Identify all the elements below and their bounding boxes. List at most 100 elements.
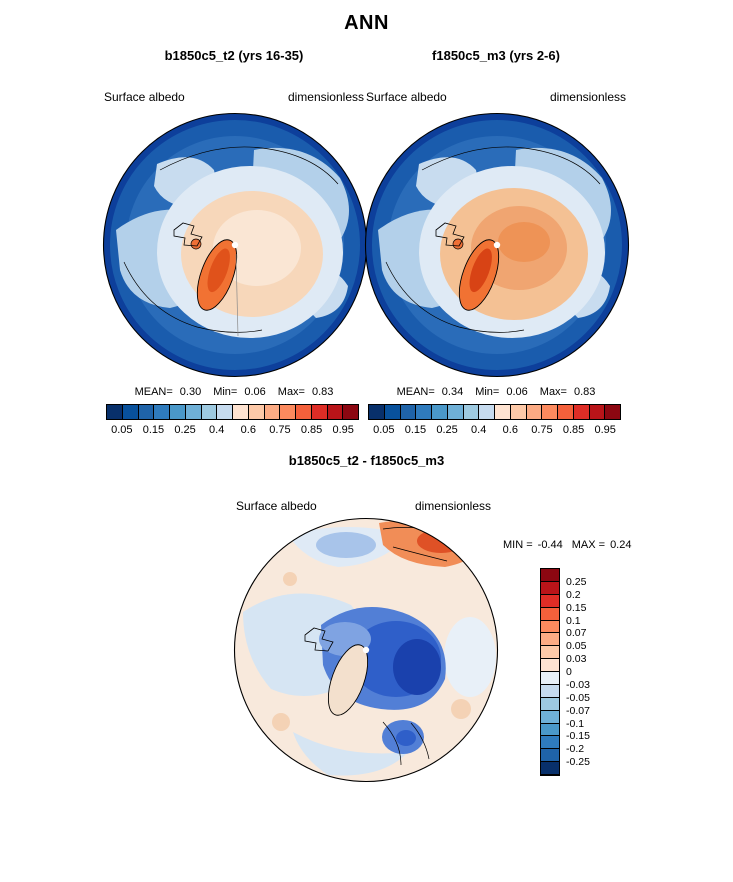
max-label: Max= [539,386,567,398]
colorbar-segment [541,659,559,672]
diff-blue-top [316,532,376,558]
colorbar-segment [248,405,265,419]
coastline-northeast-2 [392,546,448,562]
colorbar-segment [416,405,432,419]
colorbar-segment [541,620,559,634]
colorbar-tick-label: 0.75 [531,424,553,436]
greenland-region [196,239,238,311]
colorbar-diff: 0.25 0.2 0.15 0.1 0.07 0.05 0.03 0 -0.03 -0.05 -0.… [540,568,590,776]
diff-units-label: dimensionless [414,499,491,513]
colorbar-tick-label: 0.05 [373,424,395,436]
colorbar-segment [558,405,574,419]
map-diff [233,517,499,783]
colorbar-tick-label: 0.1 [566,614,581,627]
coastline-norway [382,721,402,766]
greenland-outline [327,644,369,716]
max-label: Max= [277,386,305,398]
ellesmere-spot [452,238,464,250]
colorbar-case1-ticks: 0.05 0.15 0.25 0.4 0.6 0.75 0.85 0.95 [106,424,359,438]
colorbar-tick-label: -0.07 [566,704,590,717]
diff-min-value: -0.44 [537,539,563,551]
diff-variable-label: Surface albedo [236,499,317,513]
colorbar-tick-label: 0.95 [332,424,354,436]
mean-label: MEAN= [134,386,173,398]
colorbar-segment [541,684,559,698]
diff-peach-spot-2 [451,699,471,719]
colorbar-tick-label: -0.05 [566,691,590,704]
diff-var-row: Surface albedo dimensionless [236,499,491,513]
colorbar-segment [541,672,559,685]
colorbar-segment [170,405,186,419]
case1-units-label: dimensionless [287,90,364,104]
colorbar-tick-label: 0.03 [566,653,587,666]
colorbar-tick-label: 0.75 [269,424,291,436]
colorbar-tick-label: 0.85 [300,424,323,436]
colorbar-tick-label: -0.15 [566,730,590,743]
colorbar-segment [541,569,559,582]
colorbar-tick-label: 0.15 [142,424,165,436]
colorbar-tick-label: -0.2 [566,743,585,756]
colorbar-segment [384,405,401,419]
diff-title: b1850c5_t2 - f1850c5_m3 [288,453,445,468]
mean-value: 0.30 [179,386,202,398]
pole-marker [231,241,239,249]
colorbar-tick-label: 0.25 [174,424,196,436]
diff-peach-spot-3 [283,572,297,586]
colorbar-tick-label: 0.15 [566,601,587,614]
colorbar-tick-label: 0.25 [436,424,458,436]
mean-value: 0.34 [441,386,464,398]
meridian-line [235,253,239,337]
max-value: 0.83 [574,386,596,398]
colorbar-case2 [368,404,621,420]
colorbar-segment [541,633,559,647]
case1-title: b1850c5_t2 (yrs 16-35) [164,48,304,63]
colorbar-segment [138,405,155,419]
colorbar-segment [107,405,123,419]
diff-max-label: MAX = [571,539,606,551]
colorbar-segment [573,405,590,419]
colorbar-segment [589,405,606,419]
colorbar-tick-label: 0.6 [502,424,518,436]
colorbar-segment [605,405,620,419]
coastline-america [385,261,525,333]
diff-negative-scandinavia-core [396,730,416,746]
colorbar-tick-label: 0.4 [471,424,487,436]
min-value: 0.06 [506,386,528,398]
diff-negative-deep [393,639,441,695]
colorbar-segment [369,405,385,419]
map-outline [364,112,630,378]
colorbar-tick-label: 0.25 [566,575,587,588]
coastline-archipelago [304,627,334,652]
colorbar-segment [510,405,527,419]
colorbar-tick-label: 0.05 [111,424,133,436]
colorbar-segment [296,405,312,419]
diff-max-value: 0.24 [610,539,632,551]
map-case1 [102,112,368,378]
colorbar-tick-label: 0.95 [594,424,616,436]
case1-variable-label: Surface albedo [104,90,185,104]
colorbar-tick-label: 0 [566,666,572,678]
colorbar-segment [541,594,559,608]
diff-peach-spot-1 [272,713,290,731]
coastline-archipelago [173,222,203,247]
colorbar-segment [201,405,218,419]
case2-variable-label: Surface albedo [366,90,447,104]
colorbar-segment [432,405,448,419]
colorbar-segment [217,405,233,419]
colorbar-tick-label: 0.6 [240,424,256,436]
colorbar-tick-label: -0.1 [566,717,585,730]
colorbar-segment [400,405,417,419]
colorbar-segment [541,762,559,775]
colorbar-segment [541,736,559,750]
colorbar-segment [541,646,559,660]
diff-paleblue-east [444,617,496,697]
mean-label: MEAN= [396,386,435,398]
ellesmere-spot [190,238,202,250]
colorbar-segment [185,405,202,419]
case2-units-label: dimensionless [549,90,626,104]
case2-var-row: Surface albedo dimensionless [366,90,626,104]
min-value: 0.06 [244,386,266,398]
colorbar-tick-label: 0.2 [566,588,581,601]
map-outline [233,517,499,783]
